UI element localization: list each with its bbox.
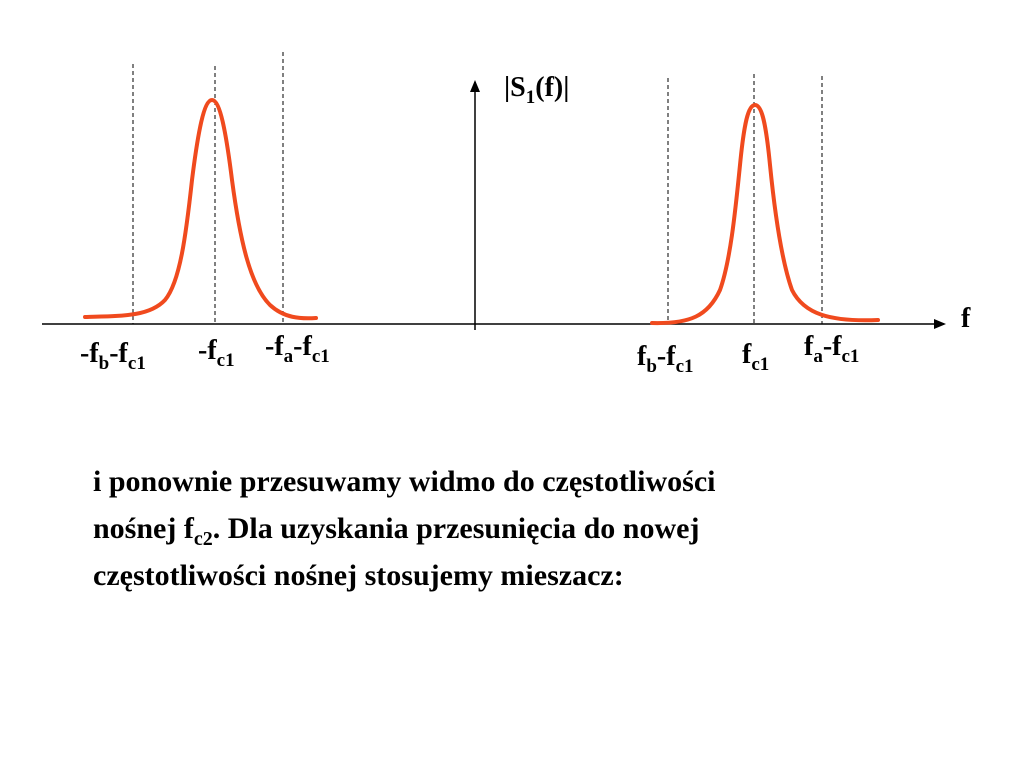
label-neg-fc1: -fc1 (198, 335, 235, 371)
paragraph-line-1: i ponownie przesuwamy widmo do częstotli… (93, 465, 716, 498)
description-paragraph: i ponownie przesuwamy widmo do częstotli… (93, 458, 973, 599)
paragraph-line-2-start: nośnej f (93, 512, 194, 545)
fa-fc1-text-2: -f (822, 331, 842, 362)
fb-fc1-text-0: f (637, 341, 647, 372)
label-neg-fa-fc1: -fa-fc1 (265, 331, 330, 367)
label-neg-fb-fc1: -fb-fc1 (80, 338, 146, 374)
label-fc1: fc1 (742, 339, 769, 375)
y-axis-label-rest: (f)| (535, 72, 570, 103)
spectrum-peak-positive (650, 102, 880, 326)
label-fb-fc1: fb-fc1 (637, 341, 694, 377)
neg-fa-fc1-text-2: -f (293, 331, 312, 362)
paragraph-line-2: nośnej fc2. Dla uzyskania przesunięcia d… (93, 505, 973, 552)
x-axis-label: f (961, 303, 971, 334)
paragraph-line-2-sub: c2 (193, 528, 213, 550)
neg-fb-fc1-sub-1: b (98, 353, 110, 374)
y-axis-label-sub: 1 (525, 87, 536, 108)
fa-fc1-sub-3: c1 (841, 346, 860, 367)
spectrum-peak-negative (83, 97, 318, 321)
paragraph-line-3: częstotliwości nośnej stosujemy mieszacz… (93, 559, 624, 592)
y-axis-label: |S1(f)| (504, 72, 570, 108)
spectrum-diagram (42, 52, 946, 330)
fb-fc1-text-2: -f (656, 341, 676, 372)
neg-fc1-sub-1: c1 (216, 350, 235, 371)
neg-fa-fc1-sub-1: a (283, 346, 294, 367)
fa-fc1-sub-1: a (813, 346, 823, 367)
paragraph-line-2-end: . Dla uzyskania przesunięcia do nowej (212, 512, 700, 545)
fc1-text-0: f (742, 339, 752, 370)
fc1-sub-1: c1 (751, 354, 770, 375)
fb-fc1-sub-1: b (646, 356, 657, 377)
neg-fa-fc1-text-0: -f (265, 331, 284, 362)
neg-fa-fc1-sub-3: c1 (311, 346, 330, 367)
y-axis-label-main: |S (504, 72, 526, 103)
neg-fc1-text-0: -f (198, 335, 217, 366)
fa-fc1-text-0: f (804, 331, 814, 362)
fb-fc1-sub-3: c1 (675, 356, 694, 377)
neg-fb-fc1-text-0: -f (80, 338, 99, 369)
neg-fb-fc1-text-2: -f (109, 338, 128, 369)
label-fa-fc1: fa-fc1 (804, 331, 859, 367)
neg-fb-fc1-sub-3: c1 (127, 353, 146, 374)
